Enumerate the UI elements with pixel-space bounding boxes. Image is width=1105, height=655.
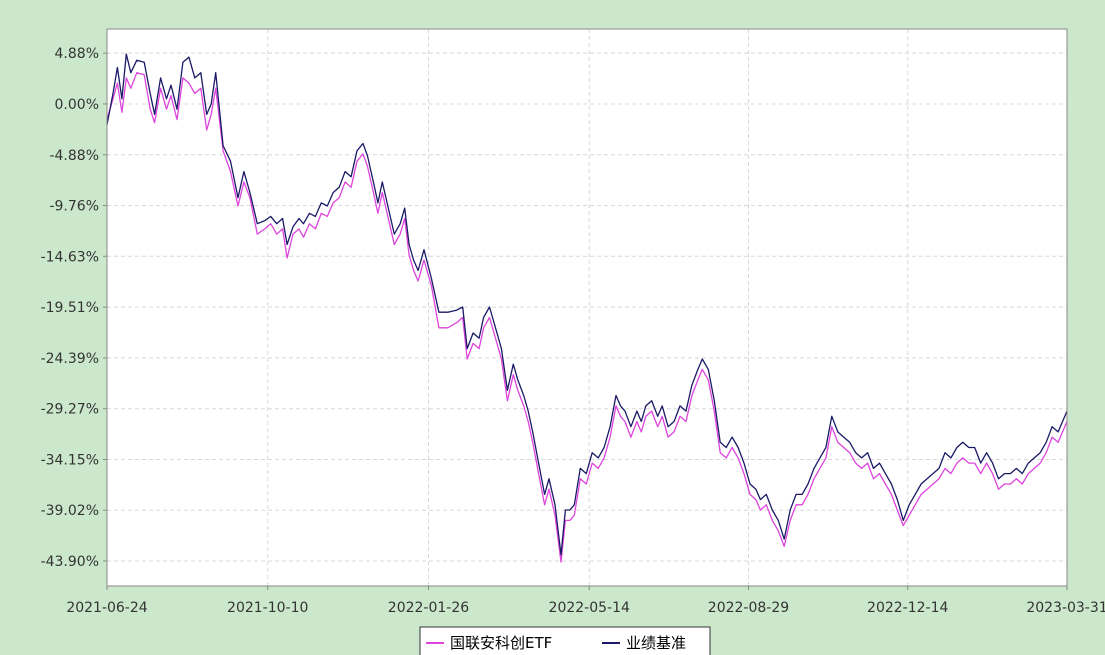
x-tick-label: 2023-03-31	[1026, 600, 1105, 616]
y-tick-label: 4.88%	[55, 46, 99, 62]
y-tick-label: -4.88%	[49, 148, 99, 164]
y-tick-label: -39.02%	[41, 503, 99, 519]
series-line-benchmark	[106, 53, 1068, 556]
y-tick-label: -14.63%	[41, 249, 99, 265]
y-tick-label: 0.00%	[55, 97, 99, 113]
legend-label-benchmark: 业绩基准	[626, 634, 686, 652]
y-tick-label: -19.51%	[41, 300, 99, 316]
gridlines	[106, 29, 1068, 586]
x-tick-label: 2022-01-26	[388, 600, 469, 616]
y-tick-label: -43.90%	[41, 554, 99, 570]
x-tick-label: 2022-12-14	[867, 600, 948, 616]
x-tick-label: 2021-06-24	[66, 600, 147, 616]
plot-border	[106, 28, 1068, 587]
y-tick-label: -24.39%	[41, 351, 99, 367]
x-tick-label: 2022-08-29	[708, 600, 789, 616]
x-tick-label: 2022-05-14	[549, 600, 630, 616]
x-axis: 2021-06-24 2021-10-10 2022-01-26 2022-05-14…	[66, 586, 1105, 616]
series-line-fund	[106, 72, 1068, 563]
y-tick-label: -34.15%	[41, 453, 99, 469]
y-tick-label: -9.76%	[49, 199, 99, 215]
y-tick-label: -29.27%	[41, 402, 99, 418]
legend-label-fund: 国联安科创ETF	[450, 634, 552, 652]
series-layer	[106, 53, 1068, 563]
legend-box	[419, 626, 711, 655]
x-tick-label: 2021-10-10	[227, 600, 308, 616]
legend: 国联安科创ETF 业绩基准	[419, 626, 711, 655]
y-axis: 4.88% 0.00% -4.88% -9.76% -14.63% -19.51% -24.…	[41, 46, 107, 570]
